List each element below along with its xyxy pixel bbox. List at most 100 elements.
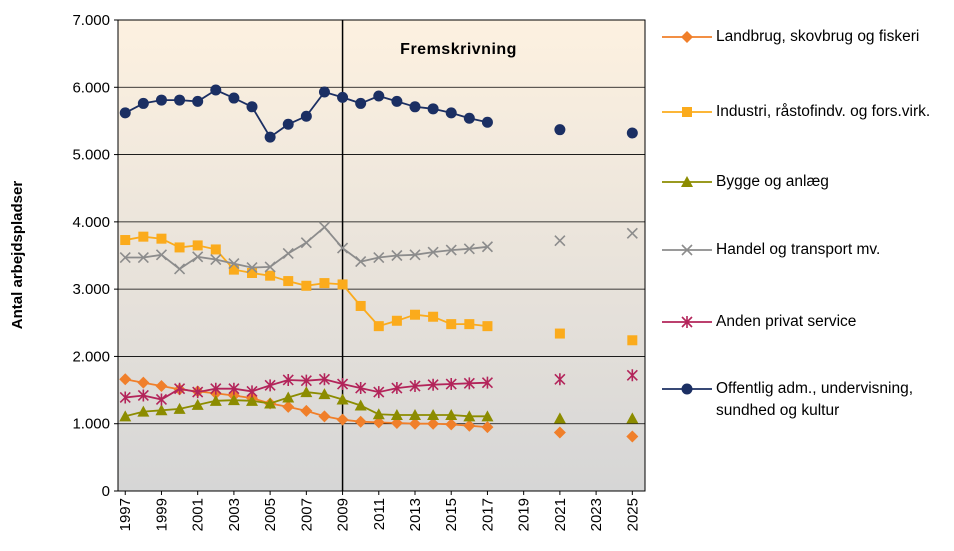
marker [210,253,222,266]
marker [409,101,421,113]
marker [174,242,185,253]
marker [427,378,439,391]
marker [318,373,331,386]
marker [336,378,349,391]
y-tick-label: 2.000 [72,348,110,365]
marker [445,418,458,431]
marker [247,267,258,278]
x-tick-label: 2011 [371,498,388,530]
marker [681,383,693,395]
marker [137,97,149,109]
marker [282,400,295,413]
marker [445,378,457,391]
marker [626,127,638,139]
marker [681,31,693,43]
marker [410,309,421,320]
marker [137,389,149,402]
marker [191,398,204,410]
marker [463,243,475,255]
y-tick-label: 3.000 [72,281,110,298]
y-tick-label: 7.000 [72,12,110,29]
legend-label: Industri, råstofindv. og fors.virk. [716,103,931,120]
x-tick-label: 2001 [190,498,207,531]
marker [463,410,476,422]
marker [553,412,566,424]
marker [391,249,403,262]
x-tick-label: 2005 [262,498,279,531]
marker [390,408,403,420]
marker [355,382,367,395]
marker [626,227,638,239]
marker [446,319,457,330]
marker [390,417,403,430]
marker [427,246,439,258]
marker [554,124,566,136]
marker [137,251,149,264]
y-tick-label: 5.000 [72,147,110,164]
marker [246,262,258,274]
marker [481,116,493,128]
x-tick-label: 2019 [516,498,533,531]
marker [427,417,440,430]
marker [428,311,439,322]
marker [282,118,294,130]
marker [319,278,330,289]
marker [300,404,313,417]
x-tick-label: 2023 [588,498,605,531]
marker [627,335,638,346]
marker [119,373,132,386]
marker [626,412,639,424]
legend-label: Offentlig adm., undervisning, sundhed og… [716,380,914,419]
legend-label: Handel og transport mv. [716,241,881,258]
marker [282,391,295,403]
y-tick-label: 0 [102,483,110,500]
marker [265,270,276,281]
marker [427,103,439,115]
marker [155,380,168,393]
marker [174,382,186,395]
marker [626,430,639,443]
marker [463,377,475,390]
x-tick-label: 2015 [443,498,460,531]
marker [554,373,566,386]
marker [119,391,131,404]
marker [246,394,259,406]
marker [119,107,131,119]
marker [192,240,203,251]
marker [282,373,294,386]
x-tick-label: 2009 [335,498,352,531]
annotation: Fremskrivning [400,41,517,58]
marker [174,94,186,106]
y-tick-label: 4.000 [72,214,110,231]
marker [355,255,367,268]
marker [391,315,402,326]
marker [137,376,150,389]
marker [336,413,349,426]
marker [354,415,367,428]
marker [373,386,385,399]
marker [373,251,385,264]
marker [373,321,384,332]
marker [283,276,294,287]
marker [300,386,313,398]
marker [282,247,294,260]
marker [192,386,204,399]
marker [120,235,131,246]
marker [174,263,186,275]
marker [119,251,131,264]
marker [300,374,312,387]
marker [681,244,693,256]
marker [463,112,475,124]
marker [301,280,312,291]
marker [138,231,149,242]
marker [391,95,403,107]
marker [155,404,168,416]
x-tick-label: 2025 [624,498,641,531]
marker [481,376,494,389]
marker [373,90,385,102]
marker [409,408,422,420]
marker [300,110,312,122]
marker [481,241,494,253]
marker [682,107,692,117]
